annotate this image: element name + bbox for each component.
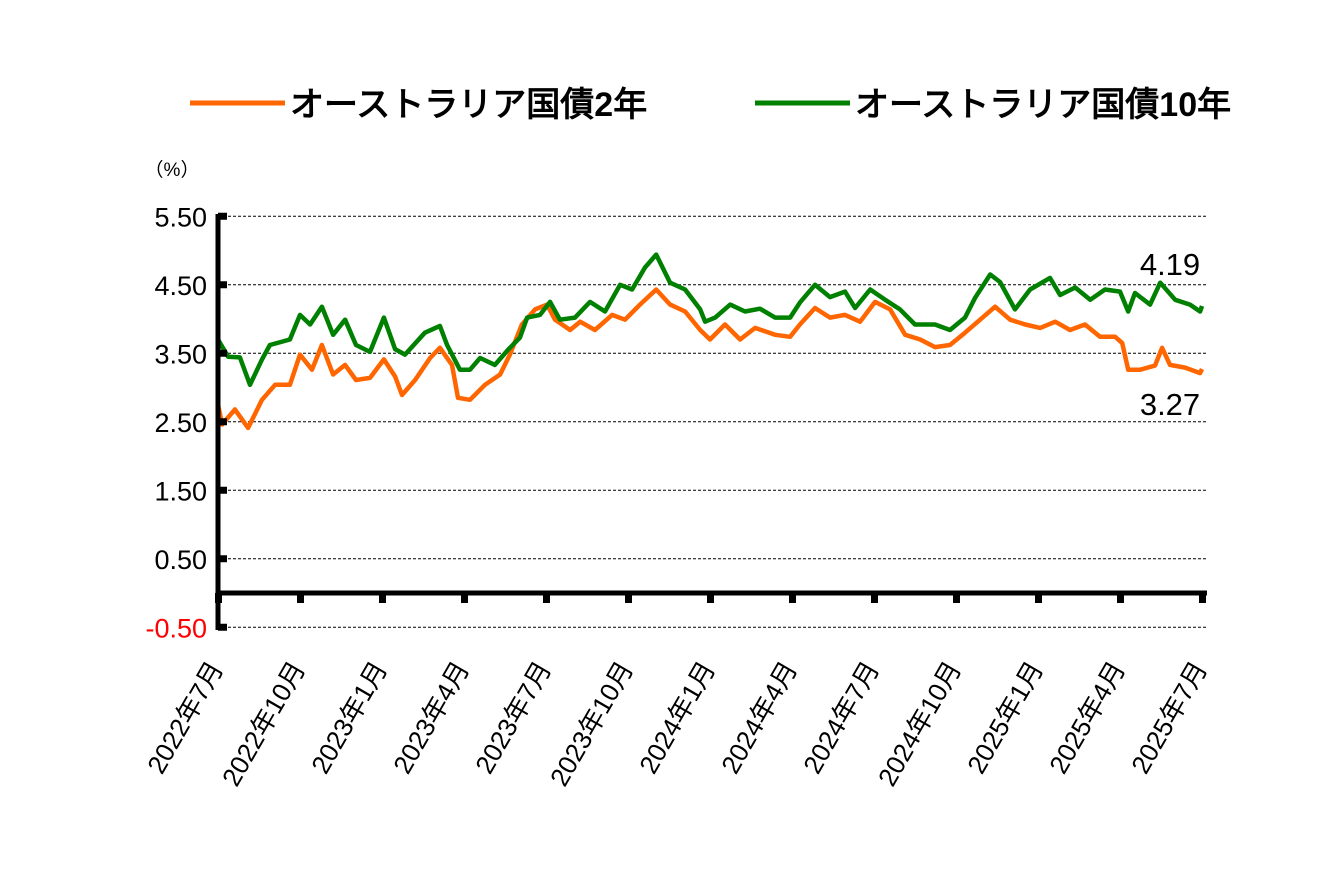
x-tick-label: 2024年1月	[633, 656, 721, 779]
y-tick-mark	[218, 555, 227, 563]
x-tick-mark	[1035, 593, 1042, 603]
y-tick-label: 1.50	[154, 476, 207, 506]
x-tick-label: 2023年10月	[544, 656, 639, 791]
x-tick-label: 2025年7月	[1125, 656, 1213, 779]
y-tick-label: -0.50	[145, 613, 207, 643]
last-value-annotations: 4.19 3.27	[1140, 247, 1200, 422]
x-tick-mark	[379, 593, 386, 603]
x-tick-label: 2025年1月	[961, 656, 1049, 779]
x-tick-label: 2025年4月	[1043, 656, 1131, 779]
x-tick-mark	[461, 593, 468, 603]
x-tick-label: 2023年7月	[469, 656, 557, 779]
x-tick-labels: 2022年7月2022年10月2023年1月2023年4月2023年7月2023…	[141, 656, 1213, 791]
y-tick-mark	[218, 418, 227, 426]
x-tick-mark	[1199, 593, 1206, 603]
series-lines	[215, 252, 1205, 431]
y-tick-mark	[218, 281, 227, 289]
x-tick-mark	[789, 593, 796, 603]
last-value-label-2y: 3.27	[1140, 387, 1200, 422]
x-tick-label: 2024年4月	[715, 656, 803, 779]
y-tick-label: 2.50	[154, 408, 207, 438]
y-tick-label: 0.50	[154, 545, 207, 575]
x-tick-mark	[625, 593, 632, 603]
x-tick-label: 2023年4月	[387, 656, 475, 779]
x-tick-label: 2024年10月	[872, 656, 967, 791]
x-tick-mark	[1117, 593, 1124, 603]
y-tick-label: 3.50	[154, 339, 207, 369]
y-tick-mark	[218, 623, 227, 631]
x-tick-label: 2023年1月	[305, 656, 393, 779]
x-tick-mark	[707, 593, 714, 603]
legend-label: オーストラリア国債10年	[855, 86, 1231, 124]
series-line-2y	[215, 287, 1205, 431]
legend-label: オーストラリア国債2年	[290, 86, 647, 124]
x-tick-mark	[953, 593, 960, 603]
series-line-10y	[216, 252, 1205, 388]
y-axis-unit-label: （%）	[145, 159, 200, 181]
y-tick-label: 5.50	[154, 202, 207, 232]
axes	[215, 212, 1207, 631]
x-tick-mark	[871, 593, 878, 603]
y-tick-labels: 5.50 4.50 3.50 2.50 1.50 0.50 -0.50	[145, 202, 207, 643]
gridlines	[218, 215, 1207, 628]
y-tick-mark	[218, 212, 227, 220]
y-tick-label: 4.50	[154, 271, 207, 301]
y-tick-mark	[218, 349, 227, 357]
x-tick-mark	[297, 593, 304, 603]
legend: オーストラリア国債2年 オーストラリア国債10年	[190, 86, 1231, 124]
x-tick-mark	[543, 593, 550, 603]
x-tick-label: 2024年7月	[797, 656, 885, 779]
y-tick-mark	[218, 486, 227, 494]
x-tick-label: 2022年10月	[216, 656, 311, 791]
last-value-label-10y: 4.19	[1140, 247, 1200, 282]
x-tick-label: 2022年7月	[141, 656, 229, 779]
x-tick-mark	[215, 593, 222, 603]
